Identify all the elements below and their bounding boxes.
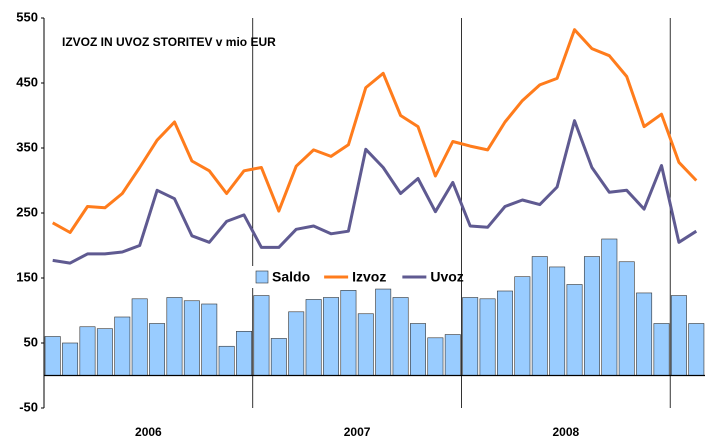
legend-label: Uvoz — [430, 269, 463, 285]
line — [51, 28, 698, 234]
x-group-label: 2006 — [135, 425, 162, 439]
bar — [583, 256, 600, 376]
bar — [566, 284, 583, 376]
legend: Saldo Izvoz Uvoz — [250, 266, 464, 288]
x-group-label: 2007 — [344, 425, 371, 439]
bar — [497, 290, 513, 376]
bar — [201, 303, 218, 376]
line — [52, 119, 698, 265]
bar — [131, 298, 148, 376]
bar — [96, 328, 113, 376]
bar — [79, 326, 96, 376]
bar — [114, 316, 131, 376]
bar — [323, 297, 339, 376]
bar — [618, 261, 635, 376]
x-group-label: 2008 — [552, 425, 579, 439]
bar — [392, 297, 409, 376]
chart-title: IZVOZ IN UVOZ STORITEV v mio EUR — [62, 35, 276, 49]
bar — [236, 330, 252, 376]
bar — [270, 338, 287, 376]
bar — [688, 323, 705, 376]
bar — [288, 311, 305, 376]
bar — [601, 238, 618, 376]
bar — [670, 295, 687, 376]
bar — [218, 345, 235, 376]
bar — [514, 276, 531, 376]
y-tick-label: 150 — [16, 269, 38, 284]
bar — [427, 337, 444, 376]
bar — [253, 295, 270, 376]
bar — [549, 266, 566, 376]
legend-label: Izvoz — [352, 269, 386, 285]
bar — [636, 292, 653, 376]
y-tick-label: 250 — [16, 204, 38, 219]
bar — [410, 323, 426, 376]
bar — [149, 323, 166, 376]
bar — [62, 342, 79, 376]
bar — [166, 297, 183, 376]
bar — [444, 334, 461, 376]
y-tick-label: 450 — [16, 74, 38, 89]
y-tick-label: 550 — [16, 9, 38, 24]
y-tick-label: 350 — [16, 139, 38, 154]
bar — [479, 298, 496, 376]
y-tick-label: -50 — [19, 399, 38, 414]
bar — [653, 323, 670, 376]
legend-label: Saldo — [272, 269, 310, 285]
bar — [340, 290, 357, 376]
bar — [357, 313, 374, 376]
bar — [305, 299, 322, 376]
bar — [44, 336, 61, 376]
bar — [375, 288, 392, 376]
bar — [462, 297, 479, 376]
bar — [183, 300, 200, 376]
y-tick-label: 50 — [24, 334, 38, 349]
bar — [531, 256, 548, 376]
legend-swatch — [255, 270, 269, 284]
